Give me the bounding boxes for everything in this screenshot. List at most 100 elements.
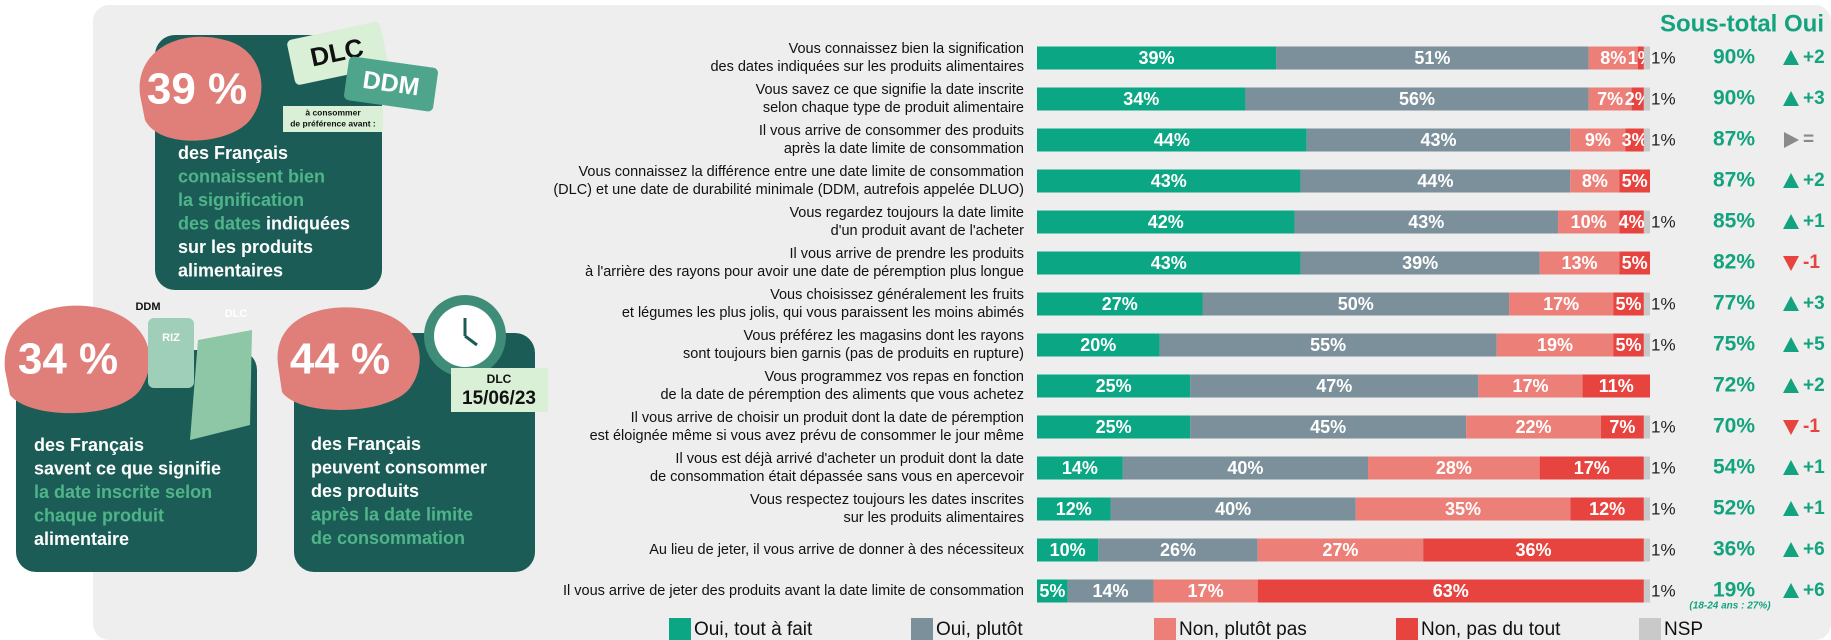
panel-text-part: des Français — [311, 434, 421, 454]
value-label: 10% — [1571, 212, 1607, 232]
value-label: 43% — [1151, 253, 1187, 273]
change-label: -1 — [1803, 416, 1820, 437]
panel-text-part: savent ce que signifie — [34, 458, 221, 478]
row-label: Vous respectez toujours les dates inscri… — [750, 492, 1024, 508]
subtotal: 75% — [1713, 333, 1755, 356]
panel-text-part: des Français — [34, 435, 144, 455]
value-label: 4% — [1619, 212, 1645, 232]
icon-label: RIZ — [162, 332, 180, 344]
value-label: 14% — [1093, 581, 1129, 601]
value-label: 13% — [1561, 253, 1597, 273]
panel-text: des Français — [311, 434, 421, 454]
value-label: 40% — [1215, 499, 1251, 519]
subtotal: 36% — [1713, 538, 1755, 561]
subtotal: 72% — [1713, 374, 1755, 397]
row-label: sur les produits alimentaires — [843, 510, 1024, 526]
row-label: de consommation était dépassée sans vous… — [650, 469, 1024, 485]
value-label: 40% — [1227, 458, 1263, 478]
change-label: +3 — [1803, 88, 1825, 109]
value-label: 17% — [1574, 458, 1610, 478]
value-label: 7% — [1597, 89, 1623, 109]
value-label: 9% — [1585, 130, 1611, 150]
subtotal: 90% — [1713, 46, 1755, 69]
legend-swatch — [911, 618, 933, 640]
panel-text: peuvent consommer — [311, 457, 487, 477]
panel-text-part: des Français — [178, 143, 288, 163]
panel-text: des Français — [178, 143, 288, 163]
bar-segment — [1644, 47, 1650, 70]
value-label: 1% — [1651, 212, 1676, 231]
row-label: Au lieu de jeter, il vous arrive de donn… — [649, 542, 1025, 558]
value-label: 1% — [1651, 540, 1676, 559]
panel-text-part: la date inscrite selon — [34, 482, 212, 502]
value-label: 34% — [1123, 89, 1159, 109]
value-label: 27% — [1322, 540, 1358, 560]
subtotal: 87% — [1713, 169, 1755, 192]
value-label: 8% — [1582, 171, 1608, 191]
value-label: 20% — [1080, 335, 1116, 355]
subtotal: 70% — [1713, 415, 1755, 438]
bar-segment — [1644, 539, 1650, 562]
panel-text-part: après la date limite — [311, 504, 473, 524]
change-label: +2 — [1803, 375, 1825, 396]
panel-text-part: sur les produits — [178, 237, 313, 257]
bar-segment — [1644, 129, 1650, 152]
change-label: = — [1803, 129, 1814, 150]
row-label: Il vous arrive de jeter des produits ava… — [563, 583, 1024, 599]
value-label: 19% — [1537, 335, 1573, 355]
value-label: 1% — [1651, 499, 1676, 518]
panel-text: alimentaire — [34, 529, 129, 549]
row-label: Vous regardez toujours la date limite — [789, 205, 1024, 221]
value-label: 1% — [1651, 458, 1676, 477]
row-label: Il vous est déjà arrivé d'acheter un pro… — [675, 451, 1024, 467]
value-label: 1% — [1651, 417, 1676, 436]
panel-text: après la date limite — [311, 504, 473, 524]
subtotal: 87% — [1713, 128, 1755, 151]
panel-text-part: alimentaire — [34, 529, 129, 549]
panel-text-part: indiquées — [261, 213, 350, 233]
value-label: 5% — [1622, 171, 1648, 191]
value-label: 25% — [1096, 417, 1132, 437]
panel-text: chaque produit — [34, 505, 164, 525]
icon-label: 15/06/23 — [462, 388, 536, 409]
value-label: 3% — [1622, 130, 1648, 150]
subtotal: 19% — [1713, 579, 1755, 602]
panel-text-part: alimentaires — [178, 260, 283, 280]
bar-segment — [1644, 293, 1650, 316]
change-label: +1 — [1803, 498, 1825, 519]
value-label: 5% — [1616, 335, 1642, 355]
panel-text: alimentaires — [178, 260, 283, 280]
change-label: +3 — [1803, 293, 1825, 314]
change-label: +6 — [1803, 580, 1825, 601]
row-label: selon chaque type de produit alimentaire — [763, 100, 1024, 116]
row-label: Il vous arrive de consommer des produits — [759, 123, 1024, 139]
panel-text-part: des produits — [311, 481, 419, 501]
panel-text: sur les produits — [178, 237, 313, 257]
subtotal: 77% — [1713, 292, 1755, 315]
value-label: 5% — [1616, 294, 1642, 314]
value-label: 39% — [1402, 253, 1438, 273]
value-label: 1% — [1651, 294, 1676, 313]
value-label: 17% — [1512, 376, 1548, 396]
subtotal: 52% — [1713, 497, 1755, 520]
panel-text: connaissent bien — [178, 166, 325, 186]
legend-swatch — [669, 618, 691, 640]
legend-swatch — [1396, 618, 1418, 640]
bar-segment — [1644, 211, 1650, 234]
legend-swatch — [1154, 618, 1176, 640]
row-label: d'un produit avant de l'acheter — [831, 223, 1025, 239]
change-label: +2 — [1803, 170, 1825, 191]
panel-text-part: connaissent bien — [178, 166, 325, 186]
subtotal-title: Sous-total Oui — [1660, 10, 1824, 37]
value-label: 63% — [1433, 581, 1469, 601]
value-label: 47% — [1316, 376, 1352, 396]
value-label: 44% — [1417, 171, 1453, 191]
value-label: 39% — [1139, 48, 1175, 68]
bar-segment — [1644, 334, 1650, 357]
value-label: 8% — [1600, 48, 1626, 68]
value-label: 43% — [1151, 171, 1187, 191]
panel-text-part: peuvent consommer — [311, 457, 487, 477]
panel-text-part: chaque produit — [34, 505, 164, 525]
row-label: Vous programmez vos repas en fonction — [764, 369, 1024, 385]
value-label: 43% — [1408, 212, 1444, 232]
